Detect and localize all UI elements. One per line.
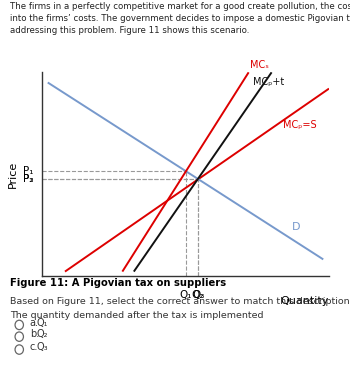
Text: Based on Figure 11, select the correct answer to match this description:: Based on Figure 11, select the correct a… [10,297,350,306]
Text: Figure 11: A Pigovian tax on suppliers: Figure 11: A Pigovian tax on suppliers [10,278,227,289]
Text: P₃: P₃ [23,174,33,184]
Text: a.: a. [30,317,39,328]
Text: b.: b. [30,329,39,339]
Text: c.: c. [30,342,38,352]
Text: The firms in a perfectly competitive market for a good create pollution, the cos: The firms in a perfectly competitive mar… [10,2,350,34]
Text: Q₁: Q₁ [180,290,192,300]
Text: Q₂: Q₂ [192,290,204,300]
Text: Price: Price [8,160,18,188]
Text: MCₚ+t: MCₚ+t [253,77,284,86]
Text: Q₁: Q₁ [37,317,48,328]
Text: Q₂: Q₂ [37,329,48,339]
Text: The quantity demanded after the tax is implemented: The quantity demanded after the tax is i… [10,311,264,320]
Text: D: D [292,222,300,232]
Text: Quantity: Quantity [281,296,329,306]
Text: MCₚ=S: MCₚ=S [283,120,317,130]
Text: MCₛ: MCₛ [250,60,269,70]
Text: P₁: P₁ [23,166,33,176]
Text: P₂: P₂ [23,174,33,184]
Text: Q₃: Q₃ [192,290,204,300]
Text: Q₃: Q₃ [37,342,48,352]
